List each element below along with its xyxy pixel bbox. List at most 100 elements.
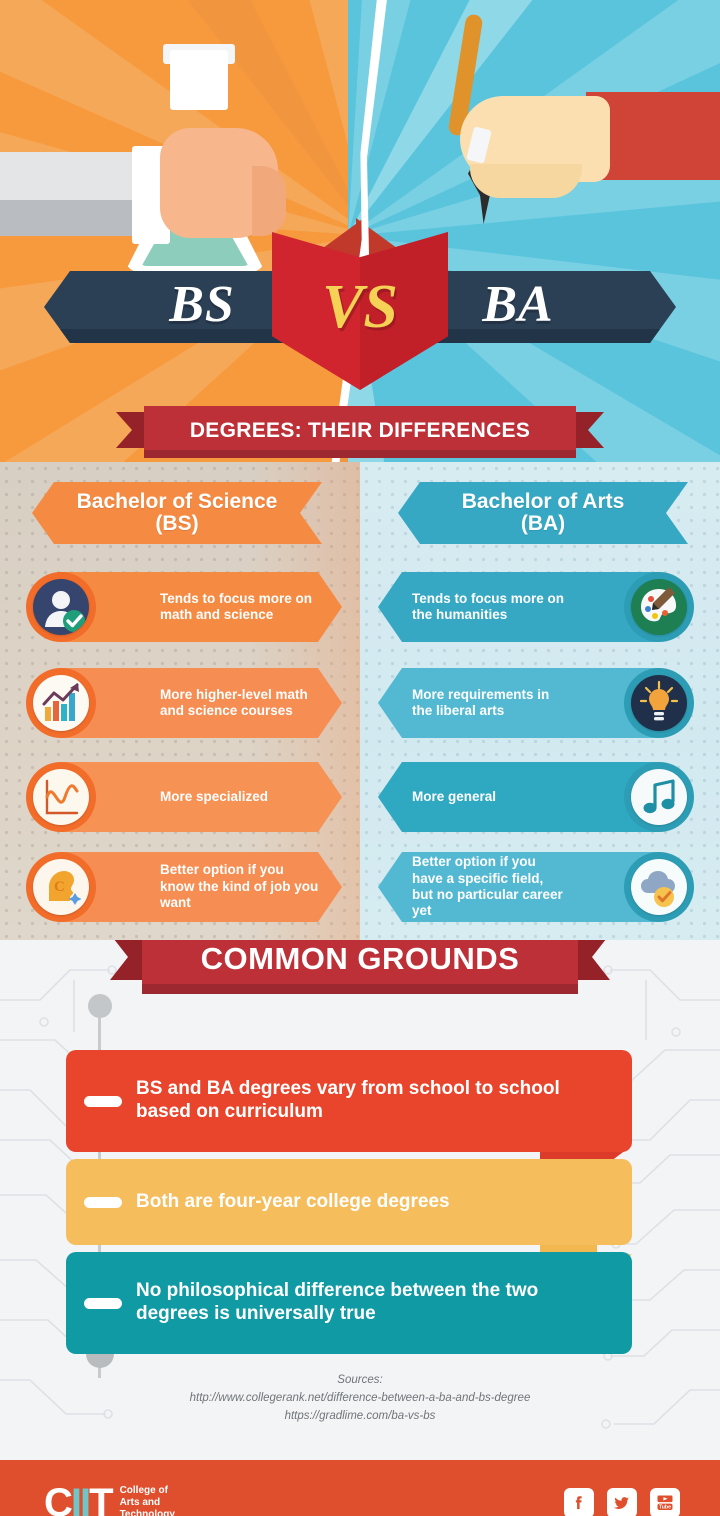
ba-row-3-badge (624, 762, 694, 832)
logo-letter-c: C (44, 1480, 73, 1516)
head-profile-icon: C (33, 859, 89, 915)
footer-bar: CIIT College of Arts and Technology Tube (0, 1460, 720, 1516)
cloud-check-icon (631, 859, 687, 915)
bs-row-4: Better option if you know the kind of jo… (0, 844, 360, 930)
ba-row-4: Better option if you have a specific fie… (360, 844, 720, 930)
common-card-1-text: BS and BA degrees vary from school to sc… (136, 1078, 560, 1122)
sources-block: Sources: http://www.collegerank.net/diff… (0, 1372, 720, 1425)
cg-ribbon-body (142, 940, 578, 994)
bs-row-3-text: More specialized (160, 788, 269, 804)
youtube-icon[interactable]: Tube (650, 1488, 680, 1516)
bs-heading-line1: Bachelor of Science (76, 489, 278, 513)
user-check-icon (33, 579, 89, 635)
bs-row-2-badge (26, 668, 96, 738)
source-url-2[interactable]: https://gradlime.com/ba-vs-bs (284, 1409, 436, 1422)
common-card-3-marker (84, 1298, 122, 1309)
bs-row-1-arrow: Tends to focus more on math and science (60, 572, 342, 642)
common-grounds-section: BS and BA degrees vary from school to sc… (0, 940, 720, 1460)
hero-section: BS BA VS DEGREES: THEIR DIFFERENCES (0, 0, 720, 462)
hand-holding-flask-icon (160, 128, 286, 238)
bs-row-1: Tends to focus more on math and science (0, 564, 360, 650)
lab-coat-sleeve-shadow (0, 200, 154, 236)
bs-row-4-text: Better option if you know the kind of jo… (160, 862, 319, 911)
svg-text:C: C (54, 879, 65, 895)
svg-text:Tube: Tube (659, 1505, 671, 1511)
vs-shield: VS (272, 232, 448, 390)
lightbulb-icon (631, 675, 687, 731)
ba-row-2: More requirements in the liberal arts (360, 660, 720, 746)
common-card-3: No philosophical difference between the … (66, 1252, 632, 1354)
common-card-2: Both are four-year college degrees (66, 1159, 632, 1245)
common-card-2-text: Both are four-year college degrees (136, 1190, 450, 1212)
common-card-1: BS and BA degrees vary from school to sc… (66, 1050, 632, 1152)
bs-row-2: More higher-level math and science cours… (0, 660, 360, 746)
ba-row-1-arrow: Tends to focus more on the humanities (378, 572, 660, 642)
bs-row-2-arrow: More higher-level math and science cours… (60, 668, 342, 738)
bs-row-1-text: Tends to focus more on math and science (160, 590, 313, 622)
logo-letter-t: T (89, 1480, 113, 1516)
hand-holding-paintbrush-icon (460, 96, 610, 198)
bs-row-3-badge (26, 762, 96, 832)
ba-row-2-text: More requirements in the liberal arts (412, 686, 550, 718)
ciit-logo[interactable]: CIIT College of Arts and Technology (44, 1481, 175, 1516)
paint-palette-icon (631, 579, 687, 635)
bs-row-2-text: More higher-level math and science cours… (160, 686, 308, 718)
ba-row-1: Tends to focus more on the humanities (360, 564, 720, 650)
twitter-icon[interactable] (607, 1488, 637, 1516)
ribbon-body (144, 406, 576, 458)
tagline-line-1: College of (119, 1484, 168, 1496)
social-links: Tube (564, 1488, 680, 1516)
bs-row-4-arrow: Better option if you know the kind of jo… (60, 852, 342, 922)
bs-row-1-badge (26, 572, 96, 642)
flask-neck (170, 50, 228, 110)
ba-row-1-text: Tends to focus more on the humanities (412, 590, 565, 622)
ba-row-3-arrow: More general (378, 762, 660, 832)
common-card-1-marker (84, 1096, 122, 1107)
ba-row-4-text: Better option if you have a specific fie… (412, 854, 563, 919)
facebook-icon[interactable] (564, 1488, 594, 1516)
hero-left-panel (0, 0, 372, 462)
degrees-ribbon: DEGREES: THEIR DIFFERENCES (116, 406, 604, 458)
timeline-node-top (88, 994, 112, 1018)
ba-row-1-badge (624, 572, 694, 642)
comparison-section: Bachelor of Science (BS) Bachelor of Art… (0, 462, 720, 940)
bs-banner-label: BS (169, 276, 235, 333)
blue-sunburst-rays (348, 0, 720, 462)
bs-row-3-arrow: More specialized (60, 762, 342, 832)
sources-label: Sources: (337, 1374, 383, 1386)
ba-row-3: More general (360, 754, 720, 840)
vs-label: VS (322, 272, 398, 341)
ba-heading-line1: Bachelor of Arts (461, 489, 625, 513)
tagline-line-2: Arts and (119, 1496, 161, 1508)
bs-heading-line2: (BS) (155, 512, 199, 535)
ba-row-2-arrow: More requirements in the liberal arts (378, 668, 660, 738)
common-grounds-ribbon: COMMON GROUNDS (110, 940, 610, 994)
ba-heading-line2: (BA) (520, 512, 566, 535)
bs-row-4-badge: C (26, 852, 96, 922)
common-card-3-text: No philosophical difference between the … (136, 1280, 539, 1324)
common-card-2-marker (84, 1197, 122, 1208)
degrees-ribbon-title: DEGREES: THEIR DIFFERENCES (189, 419, 531, 442)
logo-letter-ii: II (70, 1480, 91, 1516)
music-note-icon (631, 769, 687, 825)
sine-wave-graph-icon (33, 769, 89, 825)
ba-row-3-text: More general (412, 788, 497, 804)
ba-banner-label: BA (482, 276, 554, 333)
bar-chart-icon (33, 675, 89, 731)
banner-shadow-left (44, 329, 344, 343)
source-url-1[interactable]: http://www.collegerank.net/difference-be… (189, 1391, 531, 1404)
ba-row-2-badge (624, 668, 694, 738)
bs-row-3: More specialized (0, 754, 360, 840)
banner-shadow-right (376, 329, 676, 343)
ciit-tagline: College of Arts and Technology (120, 1485, 175, 1516)
bs-column-heading: Bachelor of Science (BS) (32, 482, 322, 544)
ciit-logo-mark: CIIT (44, 1480, 114, 1516)
ba-column-heading: Bachelor of Arts (BA) (398, 482, 688, 544)
ba-row-4-badge (624, 852, 694, 922)
circuit-board-pattern (0, 965, 720, 1429)
ba-row-4-arrow: Better option if you have a specific fie… (378, 852, 660, 922)
common-grounds-title: COMMON GROUNDS (200, 941, 520, 976)
hero-right-panel (348, 0, 720, 462)
tagline-line-3: Technology (119, 1509, 175, 1516)
